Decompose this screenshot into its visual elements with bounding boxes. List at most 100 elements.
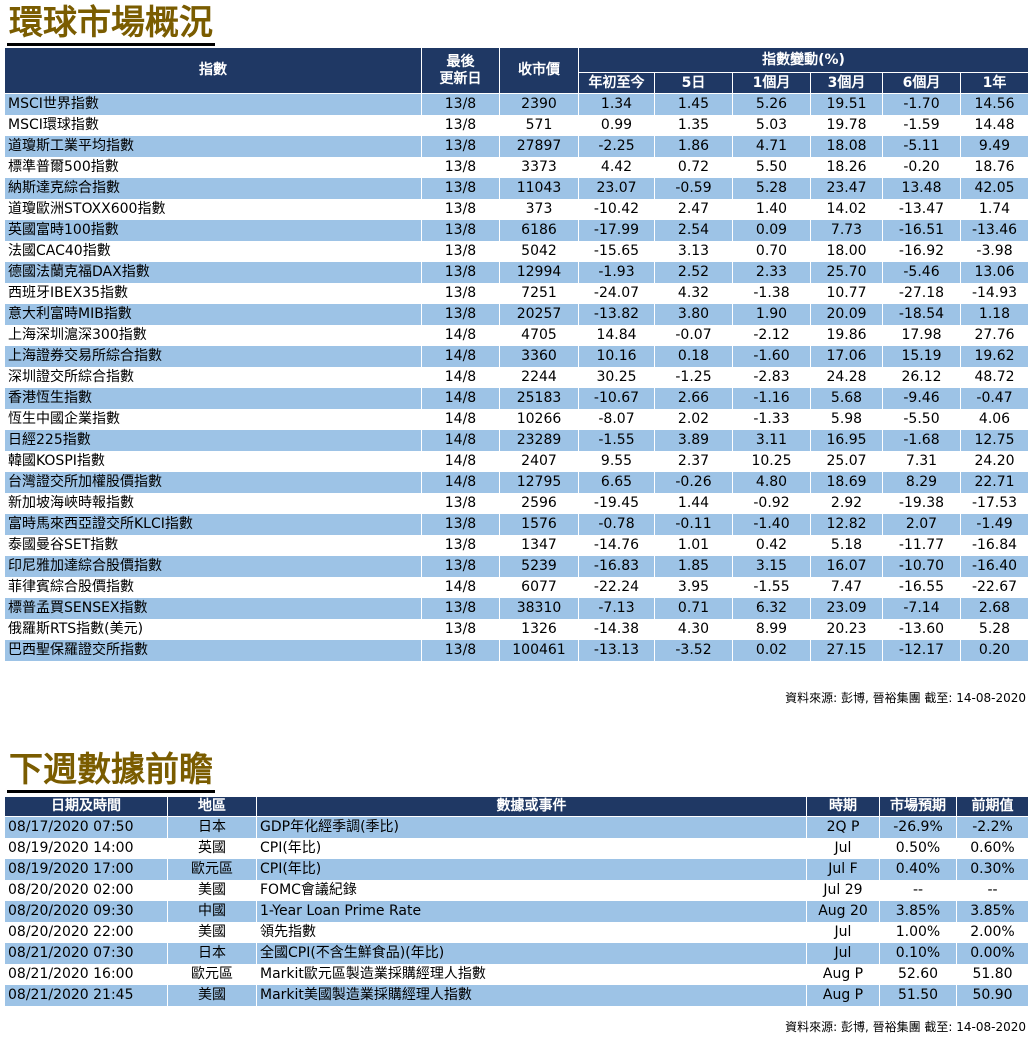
ytd-cell: 10.16 [578,346,655,367]
3m-cell: 18.69 [810,472,883,493]
updated-date-cell: 13/8 [421,220,500,241]
updated-date-cell: 14/8 [421,451,500,472]
ytd-cell: 23.07 [578,178,655,199]
close-cell: 23289 [499,430,579,451]
period-cell: 2Q P [806,816,880,838]
1y-cell: 19.62 [959,346,1030,367]
ytd-cell: -14.38 [578,619,655,640]
calendar-source: 資料來源: 彭博, 晉裕集團 截至: 14-08-2020 [785,1020,1026,1034]
table-row: 深圳證交所綜合指數 14/8 2244 30.25 -1.25 -2.83 24.28 26.… [4,367,1030,388]
index-name-cell: 香港恆生指數 [4,388,422,409]
header-1m: 1個月 [732,72,811,94]
ytd-cell: -24.07 [578,283,655,304]
1y-cell: 4.06 [959,409,1030,430]
1y-cell: -1.49 [959,514,1030,535]
3m-cell: 5.18 [810,535,883,556]
index-name-cell: 印尼雅加達綜合股價指數 [4,556,422,577]
3m-cell: 5.68 [810,388,883,409]
ytd-cell: -13.13 [578,640,655,661]
close-cell: 1576 [499,514,579,535]
1m-cell: -0.92 [732,493,811,514]
updated-date-cell: 13/8 [421,556,500,577]
index-name-cell: 道瓊歐洲STOXX600指數 [4,199,422,220]
previous-cell: 2.00% [956,922,1029,943]
header-change-group: 指數變動(%) [577,47,1030,73]
close-cell: 10266 [499,409,579,430]
updated-date-cell: 14/8 [421,430,500,451]
1y-cell: -22.67 [959,577,1030,598]
updated-date-cell: 14/8 [421,472,500,493]
1y-cell: 2.68 [959,598,1030,619]
index-name-cell: 菲律賓綜合股價指數 [4,577,422,598]
ytd-cell: 4.42 [578,157,655,178]
3m-cell: 7.73 [810,220,883,241]
1m-cell: -1.60 [732,346,811,367]
markets-source: 資料來源: 彭博, 晉裕集團 截至: 14-08-2020 [785,691,1026,705]
5d-cell: 3.13 [654,241,733,262]
table-row: 08/21/2020 21:45 美國 Markit美國製造業採購經理人指數 Aug … [4,985,1029,1006]
table-row: 意大利富時MIB指數 13/8 20257 -13.82 3.80 1.90 20.09 -1… [4,304,1030,325]
updated-date-cell: 13/8 [421,136,500,157]
close-cell: 2596 [499,493,579,514]
1y-cell: -13.46 [959,220,1030,241]
table-row: 上海證券交易所綜合指數 14/8 3360 10.16 0.18 -1.60 17.06 15… [4,346,1030,367]
3m-cell: 20.09 [810,304,883,325]
previous-cell: 0.60% [956,838,1029,859]
6m-cell: -5.46 [882,262,961,283]
close-cell: 5239 [499,556,579,577]
updated-date-cell: 13/8 [421,178,500,199]
1m-cell: 8.99 [732,619,811,640]
6m-cell: -5.50 [882,409,961,430]
close-cell: 2244 [499,367,579,388]
table-row: 08/20/2020 02:00 美國 FOMC會議紀錄 Jul 29 -- -- [4,880,1029,901]
header-event: 數據或事件 [256,796,807,817]
table-row: 新加坡海峽時報指數 13/8 2596 -19.45 1.44 -0.92 2.92 -19.… [4,493,1030,514]
1m-cell: 5.03 [732,115,811,136]
5d-cell: 4.32 [654,283,733,304]
5d-cell: 1.86 [654,136,733,157]
region-cell: 美國 [167,985,257,1006]
event-cell: 領先指數 [256,922,807,943]
3m-cell: 23.47 [810,178,883,199]
5d-cell: -0.07 [654,325,733,346]
event-cell: 全國CPI(不含生鮮食品)(年比) [256,943,807,964]
region-cell: 歐元區 [167,964,257,985]
previous-cell: 3.85% [956,901,1029,922]
forecast-cell: 0.50% [879,838,957,859]
period-cell: Aug P [806,985,880,1006]
header-datetime: 日期及時間 [4,796,168,817]
close-cell: 571 [499,115,579,136]
period-cell: Jul [806,922,880,943]
ytd-cell: -14.76 [578,535,655,556]
3m-cell: 23.09 [810,598,883,619]
updated-date-cell: 13/8 [421,619,500,640]
3m-cell: 14.02 [810,199,883,220]
index-name-cell: 上海深圳滬深300指數 [4,325,422,346]
5d-cell: -3.52 [654,640,733,661]
region-cell: 中國 [167,901,257,922]
5d-cell: -0.26 [654,472,733,493]
updated-date-cell: 13/8 [421,199,500,220]
6m-cell: -1.59 [882,115,961,136]
close-cell: 20257 [499,304,579,325]
ytd-cell: -10.42 [578,199,655,220]
table-row: 印尼雅加達綜合股價指數 13/8 5239 -16.83 1.85 3.15 16.07 -1… [4,556,1030,577]
header-updated-line2: 更新日 [439,70,482,87]
3m-cell: 24.28 [810,367,883,388]
period-cell: Aug P [806,964,880,985]
index-name-cell: 韓國KOSPI指數 [4,451,422,472]
1m-cell: -2.12 [732,325,811,346]
table-row: MSCI環球指數 13/8 571 0.99 1.35 5.03 19.78 -1.59 14.… [4,115,1030,136]
1y-cell: 1.74 [959,199,1030,220]
ytd-cell: -15.65 [578,241,655,262]
1y-cell: 14.56 [959,93,1030,115]
table-row: 西班牙IBEX35指數 13/8 7251 -24.07 4.32 -1.38 10.77-… [4,283,1030,304]
1y-cell: 18.76 [959,157,1030,178]
datetime-cell: 08/17/2020 07:50 [4,816,168,838]
6m-cell: -0.20 [882,157,961,178]
region-cell: 歐元區 [167,859,257,880]
close-cell: 6186 [499,220,579,241]
5d-cell: 2.37 [654,451,733,472]
1y-cell: -14.93 [959,283,1030,304]
5d-cell: 1.44 [654,493,733,514]
